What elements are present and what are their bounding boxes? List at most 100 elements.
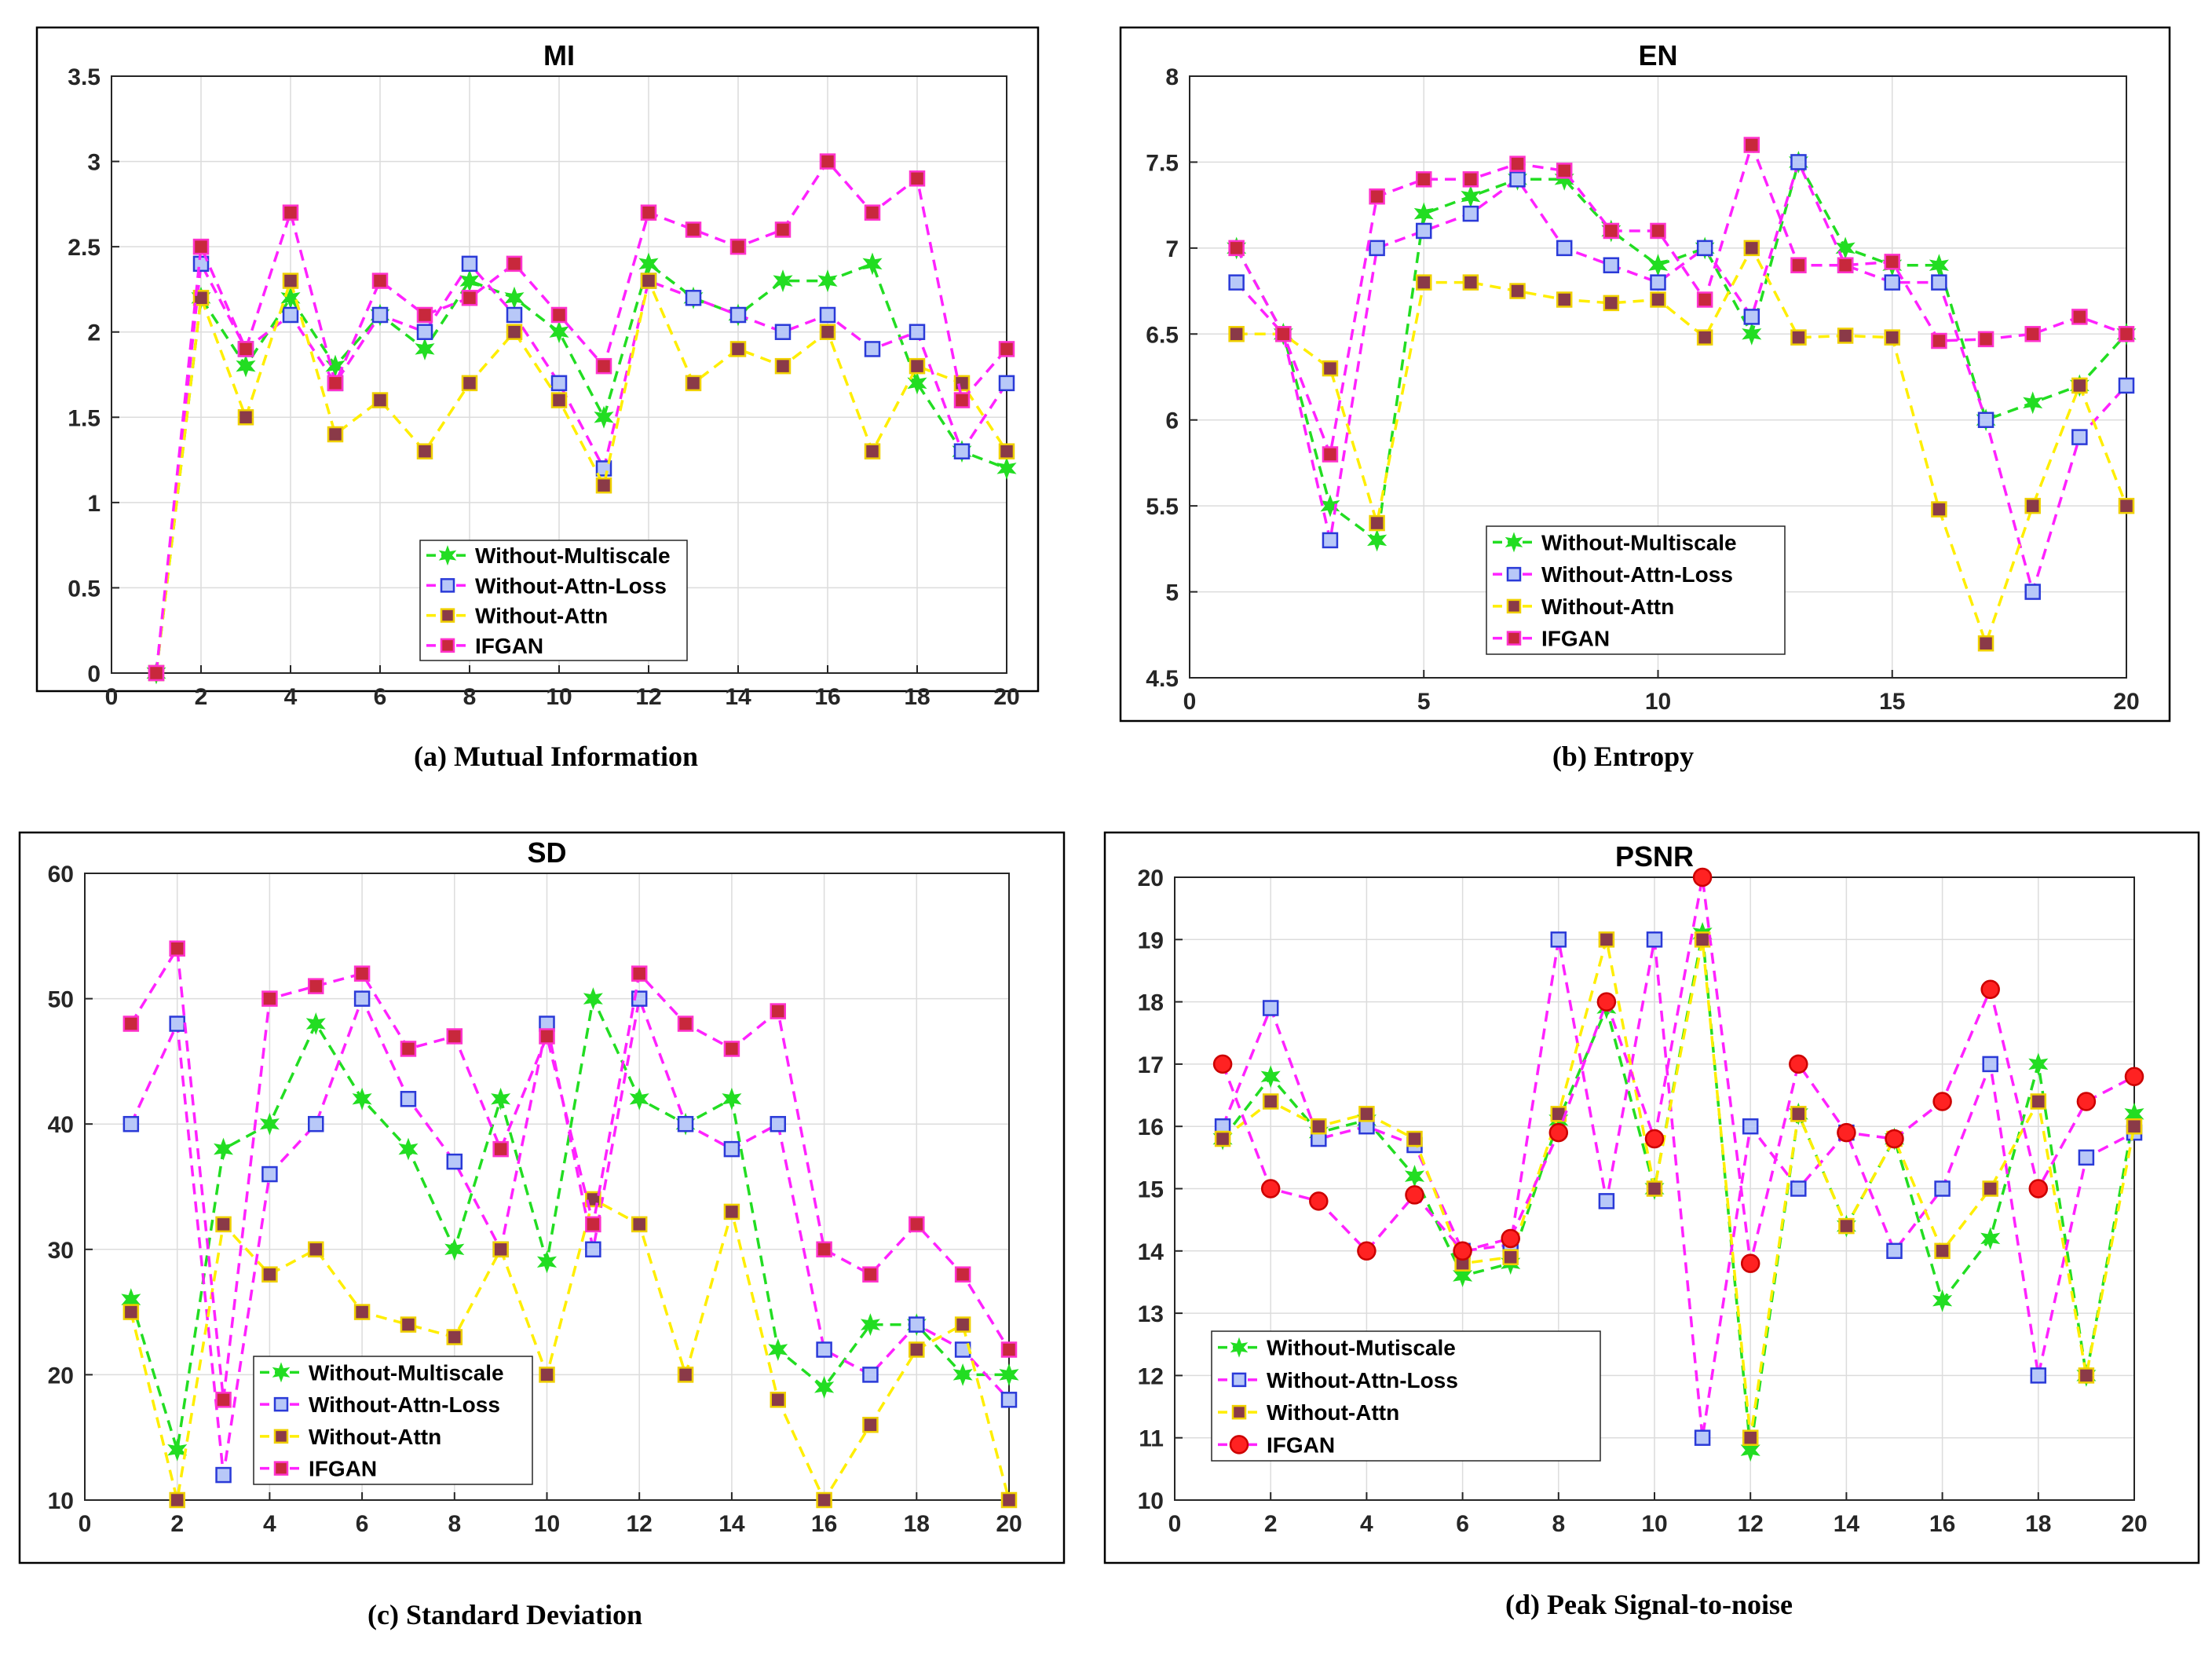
data-point-ifgan bbox=[953, 392, 971, 408]
series-ifgan bbox=[148, 153, 1015, 682]
data-point-without-attn-loss bbox=[2030, 1367, 2047, 1384]
data-point-ifgan bbox=[816, 1241, 832, 1258]
data-point-without-attn-loss bbox=[1790, 154, 1807, 170]
y-tick-label: 13 bbox=[1138, 1301, 1164, 1327]
data-point-ifgan bbox=[909, 1216, 925, 1233]
data-point-without-attn-loss bbox=[816, 1341, 832, 1358]
legend-marker-without-attn-loss bbox=[1506, 566, 1522, 582]
data-point-ifgan bbox=[1790, 257, 1807, 273]
data-point-without-attn-loss bbox=[169, 1015, 185, 1032]
data-point-ifgan bbox=[585, 1216, 601, 1233]
data-point-without-attn bbox=[2071, 377, 2088, 394]
data-point-ifgan bbox=[2124, 1067, 2144, 1087]
y-tick-label: 10 bbox=[1138, 1488, 1164, 1514]
legend-marker-ifgan bbox=[1506, 631, 1522, 646]
y-tick-label: 0.5 bbox=[68, 576, 101, 602]
x-tick-label: 18 bbox=[904, 684, 930, 710]
data-point-without-multiscale bbox=[236, 354, 256, 378]
series-without-attn bbox=[122, 1191, 1018, 1509]
x-tick-label: 4 bbox=[1360, 1511, 1373, 1537]
legend-label-without-attn: Without-Attn bbox=[475, 604, 608, 628]
data-point-without-multiscale bbox=[1260, 1065, 1281, 1089]
data-point-ifgan bbox=[461, 290, 478, 306]
data-point-without-attn bbox=[1598, 931, 1615, 948]
data-point-without-multiscale bbox=[1453, 1264, 1473, 1287]
figure-caption: (a) Mutual Information bbox=[414, 741, 698, 772]
data-point-without-attn-loss bbox=[1982, 1056, 1998, 1073]
data-point-ifgan bbox=[1260, 1179, 1281, 1198]
data-point-without-attn bbox=[1509, 283, 1526, 299]
legend-label-without-attn: Without-Attn bbox=[1541, 595, 1674, 619]
data-point-ifgan bbox=[371, 273, 389, 289]
y-tick-label: 14 bbox=[1138, 1239, 1164, 1265]
legend-label-without-attn-loss: Without-Attn-Loss bbox=[1267, 1368, 1458, 1392]
data-point-without-attn-loss bbox=[353, 990, 371, 1007]
data-point-without-attn-loss bbox=[685, 290, 702, 306]
data-point-without-attn-loss bbox=[416, 324, 433, 340]
x-tick-label: 20 bbox=[2121, 1511, 2147, 1537]
data-point-without-multiscale bbox=[415, 337, 435, 360]
data-point-without-attn-loss bbox=[1416, 222, 1432, 240]
data-point-without-attn bbox=[631, 1216, 648, 1233]
x-tick-label: 10 bbox=[546, 684, 572, 710]
data-point-ifgan bbox=[864, 204, 881, 221]
y-tick-label: 5.5 bbox=[1146, 494, 1179, 520]
data-point-ifgan bbox=[723, 1041, 740, 1057]
data-point-without-attn bbox=[1650, 291, 1666, 308]
data-point-without-attn bbox=[215, 1216, 232, 1233]
x-tick-label: 18 bbox=[2025, 1511, 2051, 1537]
data-point-ifgan bbox=[1309, 1191, 1329, 1211]
data-point-ifgan bbox=[550, 306, 568, 324]
data-point-without-attn bbox=[1502, 1249, 1519, 1265]
data-point-without-attn bbox=[1790, 329, 1807, 346]
data-point-ifgan bbox=[400, 1041, 417, 1057]
data-point-ifgan bbox=[1885, 1129, 1904, 1149]
x-tick-label: 16 bbox=[811, 1511, 837, 1537]
data-point-without-attn-loss bbox=[953, 443, 971, 459]
data-point-ifgan bbox=[1548, 1122, 1569, 1143]
y-tick-label: 3.5 bbox=[68, 64, 101, 90]
data-point-without-attn bbox=[862, 1416, 879, 1433]
data-point-without-attn bbox=[998, 443, 1015, 459]
legend: Without-Multiscale Without-Attn-Loss Witho… bbox=[1486, 525, 1786, 655]
data-point-without-attn-loss bbox=[1603, 257, 1620, 273]
data-point-without-multiscale bbox=[1980, 1227, 2001, 1250]
legend-marker-without-attn-loss bbox=[1231, 1372, 1247, 1388]
data-point-without-attn bbox=[461, 375, 478, 392]
data-point-ifgan bbox=[1932, 1092, 1952, 1111]
data-point-without-multiscale bbox=[1932, 1289, 1953, 1312]
x-tick-label: 10 bbox=[1645, 689, 1671, 715]
data-point-without-multiscale bbox=[305, 1012, 326, 1035]
data-point-without-attn-loss bbox=[909, 1316, 925, 1333]
y-tick-label: 7.5 bbox=[1146, 150, 1179, 176]
data-point-without-attn-loss bbox=[1696, 240, 1713, 257]
chart-panel-4: 0 2 4 6 8 10 12 14 16 18 20 10 11 12 13 14 15 16 17 18 19 20 P… bbox=[1103, 831, 2200, 1620]
data-point-ifgan bbox=[729, 238, 747, 255]
data-point-ifgan bbox=[677, 1015, 694, 1032]
data-point-without-attn bbox=[1742, 1429, 1759, 1446]
chart-panel-2: 0 5 10 15 20 4.5 5 5.5 6 6.5 7 7.5 8 EN Without-Multis… bbox=[1119, 26, 2171, 772]
data-point-without-attn-loss bbox=[122, 1115, 140, 1133]
data-point-without-attn-loss bbox=[1000, 1392, 1018, 1408]
x-tick-label: 6 bbox=[356, 1511, 369, 1537]
data-point-without-attn-loss bbox=[261, 1165, 278, 1183]
x-tick-label: 4 bbox=[284, 684, 298, 710]
data-point-without-attn bbox=[1884, 329, 1900, 346]
data-point-ifgan bbox=[770, 1003, 786, 1019]
data-point-without-attn-loss bbox=[2024, 584, 2041, 600]
data-point-ifgan bbox=[1980, 979, 2000, 999]
data-point-without-attn bbox=[1556, 291, 1573, 308]
data-point-ifgan bbox=[1692, 867, 1713, 887]
y-tick-label: 19 bbox=[1138, 928, 1164, 953]
data-point-ifgan bbox=[631, 965, 648, 982]
data-point-without-attn bbox=[1982, 1180, 1998, 1197]
x-tick-label: 0 bbox=[1168, 1511, 1182, 1537]
data-point-without-attn-loss bbox=[461, 255, 478, 273]
data-point-without-attn bbox=[1000, 1491, 1018, 1509]
y-tick-label: 0 bbox=[87, 661, 101, 687]
data-point-without-attn-loss bbox=[282, 306, 299, 324]
legend-marker-without-multiscale bbox=[1230, 1337, 1249, 1358]
data-point-ifgan bbox=[1696, 291, 1713, 308]
data-point-without-attn bbox=[446, 1329, 463, 1345]
